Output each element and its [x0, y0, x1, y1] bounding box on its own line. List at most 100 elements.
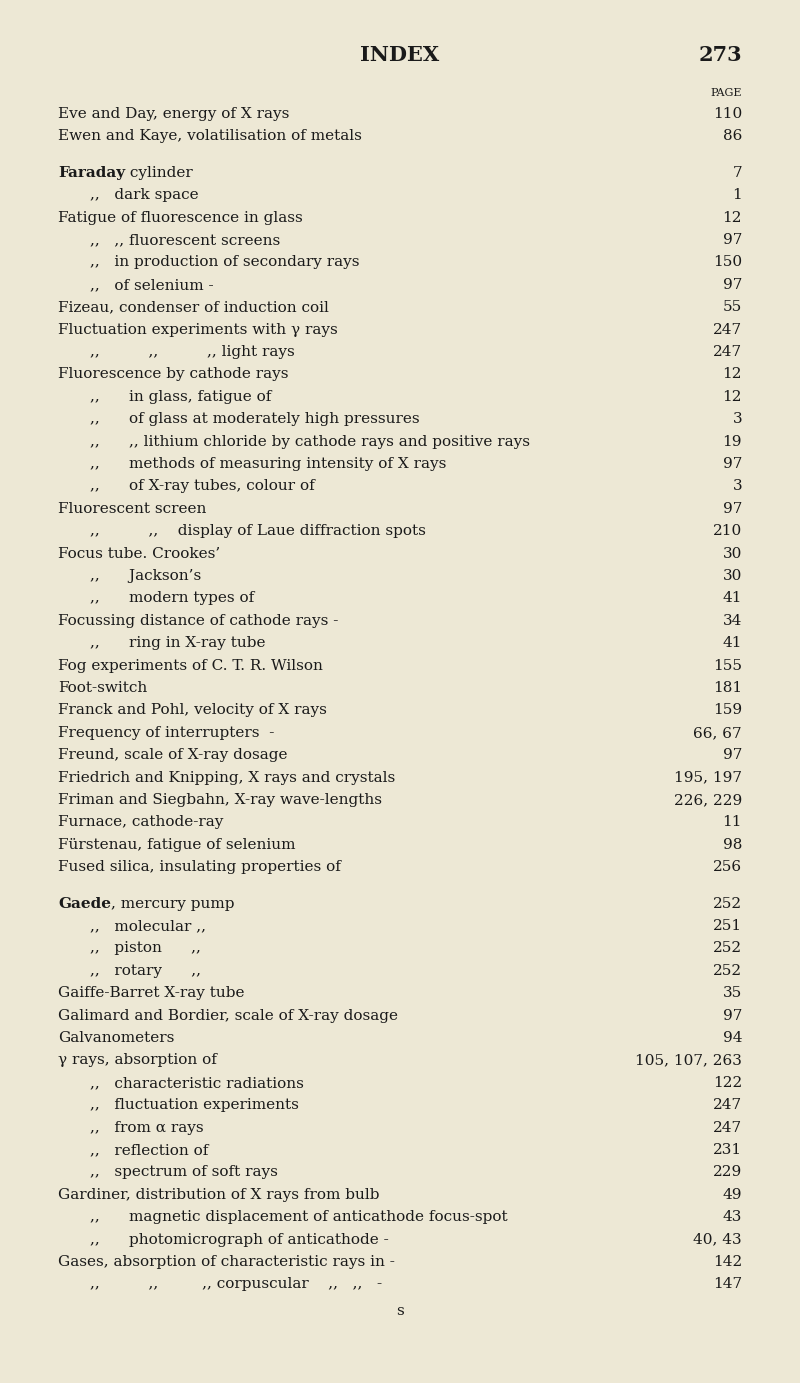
- Text: cylinder: cylinder: [125, 166, 193, 180]
- Text: 247: 247: [713, 322, 742, 336]
- Text: 34: 34: [722, 614, 742, 628]
- Text: ,,          ,,    display of Laue diffraction spots: ,, ,, display of Laue diffraction spots: [90, 524, 426, 538]
- Text: ,,      magnetic displacement of anticathode focus-spot: ,, magnetic displacement of anticathode …: [90, 1210, 508, 1224]
- Text: ,,      in glass, fatigue of: ,, in glass, fatigue of: [90, 390, 271, 404]
- Text: 49: 49: [722, 1188, 742, 1202]
- Text: ,,      Jackson’s: ,, Jackson’s: [90, 568, 202, 584]
- Text: 97: 97: [722, 748, 742, 762]
- Text: 159: 159: [713, 704, 742, 718]
- Text: ,,          ,,          ,, light rays: ,, ,, ,, light rays: [90, 344, 294, 360]
- Text: 12: 12: [722, 368, 742, 382]
- Text: ,,   characteristic radiations: ,, characteristic radiations: [90, 1076, 304, 1090]
- Text: ,,      modern types of: ,, modern types of: [90, 592, 254, 606]
- Text: ,,      of glass at moderately high pressures: ,, of glass at moderately high pressures: [90, 412, 420, 426]
- Text: 43: 43: [722, 1210, 742, 1224]
- Text: 97: 97: [722, 278, 742, 292]
- Text: 247: 247: [713, 344, 742, 360]
- Text: Fürstenau, fatigue of selenium: Fürstenau, fatigue of selenium: [58, 838, 295, 852]
- Text: Fluorescent screen: Fluorescent screen: [58, 502, 206, 516]
- Text: 97: 97: [722, 502, 742, 516]
- Text: 247: 247: [713, 1120, 742, 1134]
- Text: Gaede: Gaede: [58, 896, 111, 910]
- Text: Galvanometers: Galvanometers: [58, 1030, 174, 1046]
- Text: 7: 7: [732, 166, 742, 180]
- Text: 155: 155: [713, 658, 742, 672]
- Text: 1: 1: [732, 188, 742, 202]
- Text: 41: 41: [722, 636, 742, 650]
- Text: ,,   of selenium -: ,, of selenium -: [90, 278, 214, 292]
- Text: Galimard and Bordier, scale of X-ray dosage: Galimard and Bordier, scale of X-ray dos…: [58, 1008, 398, 1022]
- Text: 30: 30: [722, 546, 742, 560]
- Text: 226, 229: 226, 229: [674, 792, 742, 808]
- Text: Ewen and Kaye, volatilisation of metals: Ewen and Kaye, volatilisation of metals: [58, 130, 362, 144]
- Text: 122: 122: [713, 1076, 742, 1090]
- Text: ,,   ,, fluorescent screens: ,, ,, fluorescent screens: [90, 232, 280, 248]
- Text: 66, 67: 66, 67: [694, 726, 742, 740]
- Text: 97: 97: [722, 232, 742, 248]
- Text: 252: 252: [713, 964, 742, 978]
- Text: ,,   piston      ,,: ,, piston ,,: [90, 942, 201, 956]
- Text: ,,      methods of measuring intensity of X rays: ,, methods of measuring intensity of X r…: [90, 456, 446, 472]
- Text: , mercury pump: , mercury pump: [111, 896, 234, 910]
- Text: 40, 43: 40, 43: [694, 1232, 742, 1246]
- Text: 11: 11: [722, 816, 742, 830]
- Text: ,,   reflection of: ,, reflection of: [90, 1142, 208, 1158]
- Text: 252: 252: [713, 942, 742, 956]
- Text: ,,      of X-ray tubes, colour of: ,, of X-ray tubes, colour of: [90, 480, 314, 494]
- Text: ,,   molecular ,,: ,, molecular ,,: [90, 918, 206, 934]
- Text: ,,   in production of secondary rays: ,, in production of secondary rays: [90, 256, 359, 270]
- Text: 12: 12: [722, 210, 742, 224]
- Text: 147: 147: [713, 1278, 742, 1292]
- Text: 231: 231: [713, 1142, 742, 1158]
- Text: 35: 35: [722, 986, 742, 1000]
- Text: Fog experiments of C. T. R. Wilson: Fog experiments of C. T. R. Wilson: [58, 658, 323, 672]
- Text: Furnace, cathode-ray: Furnace, cathode-ray: [58, 816, 223, 830]
- Text: 181: 181: [713, 680, 742, 696]
- Text: Fizeau, condenser of induction coil: Fizeau, condenser of induction coil: [58, 300, 329, 314]
- Text: 252: 252: [713, 896, 742, 910]
- Text: 12: 12: [722, 390, 742, 404]
- Text: Fluctuation experiments with γ rays: Fluctuation experiments with γ rays: [58, 322, 338, 336]
- Text: 86: 86: [722, 130, 742, 144]
- Text: Fatigue of fluorescence in glass: Fatigue of fluorescence in glass: [58, 210, 302, 224]
- Text: Focus tube. Crookes’: Focus tube. Crookes’: [58, 546, 220, 560]
- Text: 97: 97: [722, 456, 742, 472]
- Text: Foot-switch: Foot-switch: [58, 680, 147, 696]
- Text: 142: 142: [713, 1254, 742, 1270]
- Text: ,,   rotary      ,,: ,, rotary ,,: [90, 964, 201, 978]
- Text: 150: 150: [713, 256, 742, 270]
- Text: Gases, absorption of characteristic rays in -: Gases, absorption of characteristic rays…: [58, 1254, 395, 1270]
- Text: ,,      photomicrograph of anticathode -: ,, photomicrograph of anticathode -: [90, 1232, 389, 1246]
- Text: PAGE: PAGE: [710, 89, 742, 98]
- Text: ,,   from α rays: ,, from α rays: [90, 1120, 204, 1134]
- Text: Fused silica, insulating properties of: Fused silica, insulating properties of: [58, 860, 341, 874]
- Text: 229: 229: [713, 1166, 742, 1180]
- Text: 273: 273: [698, 46, 742, 65]
- Text: 30: 30: [722, 568, 742, 584]
- Text: 3: 3: [732, 480, 742, 494]
- Text: 251: 251: [713, 918, 742, 934]
- Text: Friman and Siegbahn, X-ray wave-lengths: Friman and Siegbahn, X-ray wave-lengths: [58, 792, 382, 808]
- Text: 256: 256: [713, 860, 742, 874]
- Text: Fluorescence by cathode rays: Fluorescence by cathode rays: [58, 368, 289, 382]
- Text: ,,   dark space: ,, dark space: [90, 188, 198, 202]
- Text: ,,   fluctuation experiments: ,, fluctuation experiments: [90, 1098, 299, 1112]
- Text: 55: 55: [722, 300, 742, 314]
- Text: 195, 197: 195, 197: [674, 770, 742, 784]
- Text: Focussing distance of cathode rays -: Focussing distance of cathode rays -: [58, 614, 338, 628]
- Text: ,,      ,, lithium chloride by cathode rays and positive rays: ,, ,, lithium chloride by cathode rays a…: [90, 434, 530, 448]
- Text: 3: 3: [732, 412, 742, 426]
- Text: 97: 97: [722, 1008, 742, 1022]
- Text: ,,          ,,         ,, corpuscular    ,,   ,,   -: ,, ,, ,, corpuscular ,, ,, -: [90, 1278, 382, 1292]
- Text: s: s: [396, 1304, 404, 1318]
- Text: 19: 19: [722, 434, 742, 448]
- Text: Eve and Day, energy of X rays: Eve and Day, energy of X rays: [58, 106, 290, 120]
- Text: Franck and Pohl, velocity of X rays: Franck and Pohl, velocity of X rays: [58, 704, 327, 718]
- Text: Faraday: Faraday: [58, 166, 125, 180]
- Text: Frequency of interrupters  -: Frequency of interrupters -: [58, 726, 274, 740]
- Text: 210: 210: [713, 524, 742, 538]
- Text: Gardiner, distribution of X rays from bulb: Gardiner, distribution of X rays from bu…: [58, 1188, 379, 1202]
- Text: 105, 107, 263: 105, 107, 263: [635, 1054, 742, 1068]
- Text: 110: 110: [713, 106, 742, 120]
- Text: 247: 247: [713, 1098, 742, 1112]
